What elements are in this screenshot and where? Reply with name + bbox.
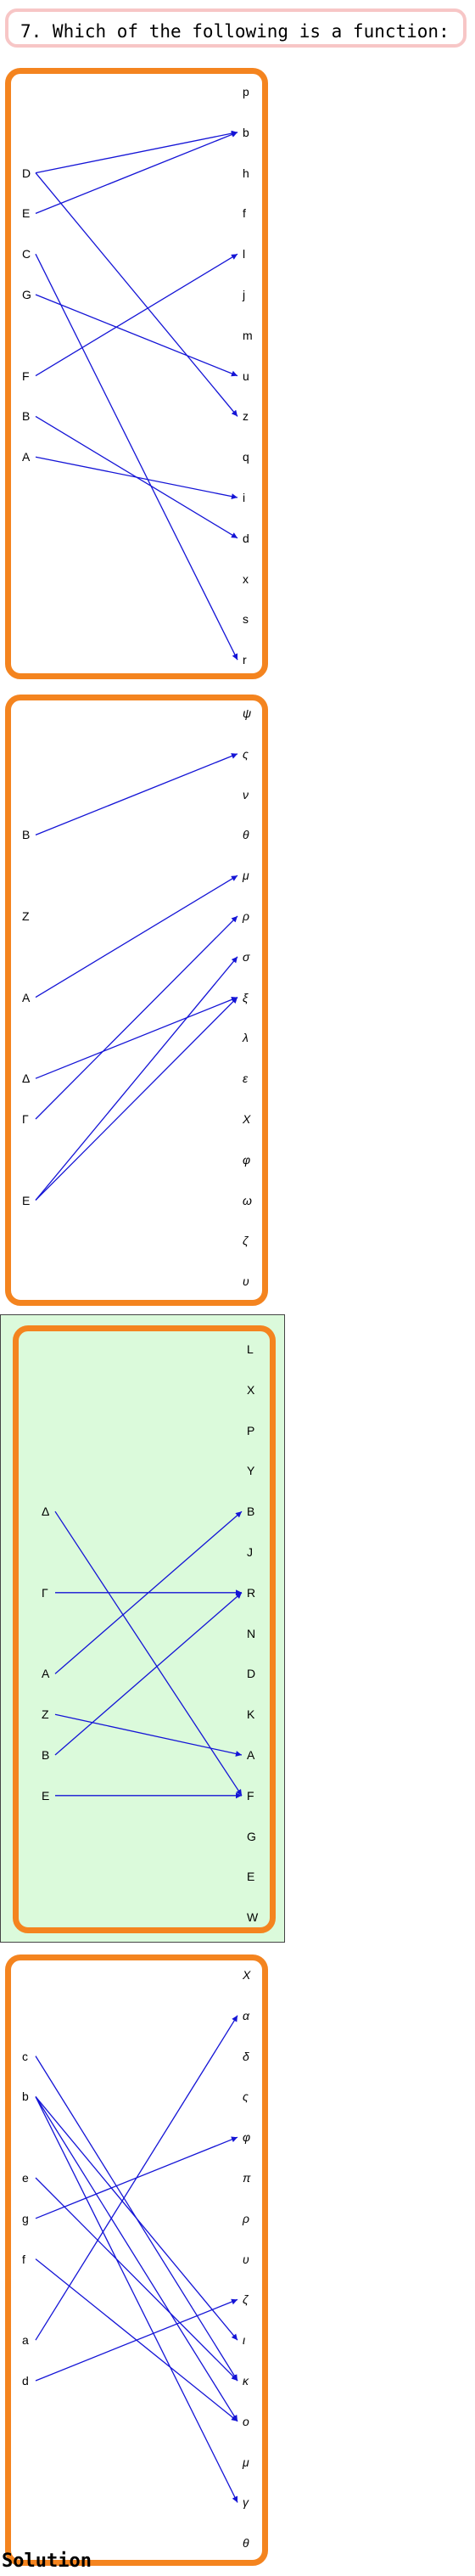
mapping-arrow [36,2096,238,2340]
mapping-arrow [36,875,238,997]
mapping-arrows [1,1315,286,1943]
question-box: 7. Which of the following is a function: [5,8,467,48]
mapping-arrow [55,1511,242,1796]
mapping-arrow [36,2016,238,2340]
mapping-arrows [5,1954,268,2566]
mapping-arrow [36,295,238,376]
mapping-arrow [55,1714,242,1755]
mapping-arrow [36,998,238,1079]
mapping-arrow [36,2178,238,2381]
mapping-arrow [36,132,238,214]
question-text: 7. Which of the following is a function: [20,21,450,42]
mapping-arrow [36,2096,238,2421]
mapping-arrow [36,132,238,173]
mapping-arrow [36,754,238,835]
mapping-arrows [5,695,268,1306]
mapping-arrow [36,457,238,498]
option-panel-3[interactable]: Δ Γ A Z B E L X P Y B J R N D K A F G E W [0,1314,285,1943]
mapping-arrow [36,916,238,1119]
mapping-arrows [5,68,268,679]
mapping-arrow [36,957,238,1201]
mapping-arrow [36,998,238,1201]
mapping-arrow [36,2096,238,2502]
solution-label: Solution [2,2551,92,2572]
mapping-arrow [36,173,238,417]
mapping-arrow [36,2299,238,2381]
mapping-arrow [55,1593,242,1755]
